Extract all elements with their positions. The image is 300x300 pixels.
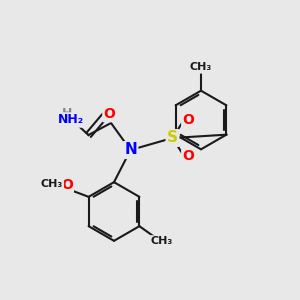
Text: CH₃: CH₃	[151, 236, 173, 246]
Text: H: H	[62, 107, 72, 121]
Text: NH₂: NH₂	[58, 113, 84, 127]
Text: O: O	[182, 149, 194, 163]
Text: CH₃: CH₃	[40, 179, 63, 189]
Text: CH₃: CH₃	[190, 62, 212, 73]
Text: O: O	[103, 107, 116, 121]
Text: N: N	[124, 142, 137, 158]
Text: S: S	[167, 130, 178, 146]
Text: O: O	[61, 178, 73, 192]
Text: O: O	[182, 113, 194, 127]
